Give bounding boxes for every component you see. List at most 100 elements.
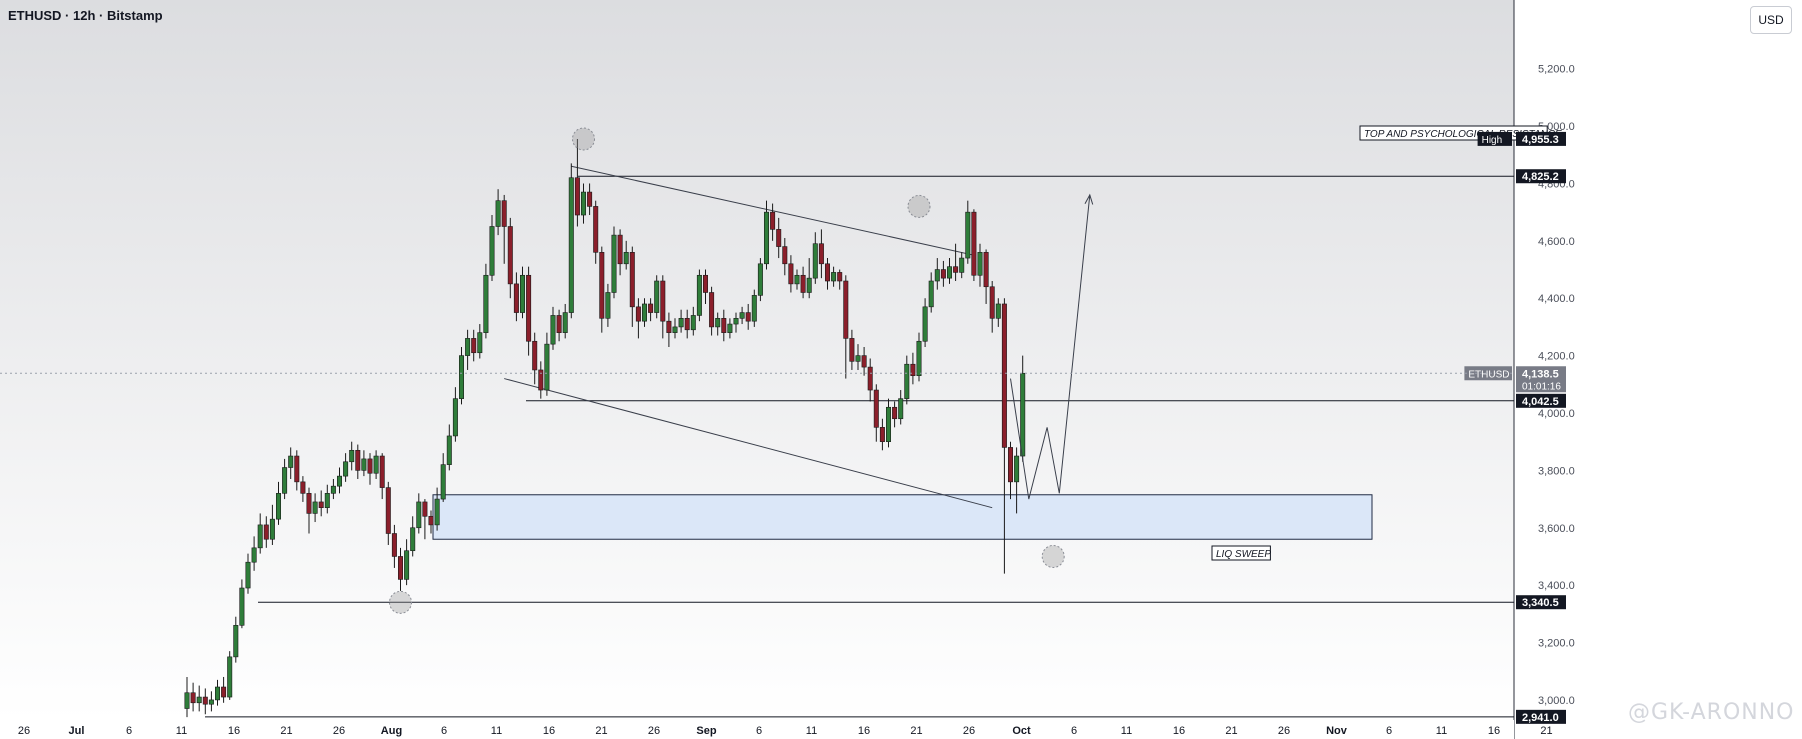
candle-body[interactable] (678, 318, 684, 328)
candle-body[interactable] (318, 501, 324, 508)
candle-body[interactable] (526, 274, 532, 342)
candle-body[interactable] (495, 200, 501, 227)
candle-body[interactable] (702, 274, 708, 293)
candle-body[interactable] (446, 435, 452, 465)
candle-body[interactable] (995, 303, 1001, 319)
candle-body[interactable] (989, 286, 995, 319)
candle-body[interactable] (605, 292, 611, 319)
candle-body[interactable] (971, 211, 977, 276)
candle-body[interactable] (1007, 447, 1013, 483)
candle-body[interactable] (550, 315, 556, 345)
candle-body[interactable] (611, 234, 617, 293)
candle-body[interactable] (245, 561, 251, 589)
candle-body[interactable] (794, 274, 800, 285)
candle-body[interactable] (635, 306, 641, 322)
candle-body[interactable] (471, 338, 477, 354)
candle-body[interactable] (831, 272, 837, 282)
candle-body[interactable] (294, 455, 300, 483)
candle-body[interactable] (416, 501, 422, 529)
candle-body[interactable] (355, 449, 361, 471)
candle-body[interactable] (391, 533, 397, 557)
candle-body[interactable] (776, 229, 782, 247)
candle-body[interactable] (904, 363, 910, 399)
candle-body[interactable] (263, 524, 269, 540)
candle-body[interactable] (184, 692, 190, 709)
candle-body[interactable] (855, 355, 861, 362)
candle-body[interactable] (892, 406, 898, 420)
candle-body[interactable] (208, 699, 214, 705)
candle-body[interactable] (629, 252, 635, 308)
candle-body[interactable] (806, 277, 812, 293)
candle-body[interactable] (861, 355, 867, 368)
candle-body[interactable] (330, 485, 336, 494)
candle-body[interactable] (727, 323, 733, 333)
candle-body[interactable] (385, 487, 391, 534)
candle-body[interactable] (233, 625, 239, 658)
candle-body[interactable] (361, 458, 367, 471)
candle-body[interactable] (1020, 372, 1026, 457)
candle-body[interactable] (885, 406, 891, 442)
candle-body[interactable] (202, 696, 208, 705)
candle-body[interactable] (940, 269, 946, 279)
candle-body[interactable] (336, 475, 342, 487)
candle-body[interactable] (672, 326, 678, 333)
candle-body[interactable] (910, 363, 916, 376)
candle-body[interactable] (648, 303, 654, 313)
candle-body[interactable] (269, 518, 275, 540)
candle-body[interactable] (660, 280, 666, 322)
candle-body[interactable] (507, 226, 513, 285)
candle-body[interactable] (800, 274, 806, 293)
candle-body[interactable] (379, 455, 385, 488)
candle-body[interactable] (428, 515, 434, 526)
candle-body[interactable] (959, 257, 965, 273)
candle-body[interactable] (788, 263, 794, 285)
candle-body[interactable] (397, 556, 403, 580)
candle-body[interactable] (983, 252, 989, 288)
candle-body[interactable] (867, 366, 873, 391)
candle-body[interactable] (934, 269, 940, 282)
candle-body[interactable] (434, 498, 440, 526)
candle-body[interactable] (227, 656, 233, 698)
candle-body[interactable] (617, 234, 623, 265)
candle-body[interactable] (312, 501, 318, 514)
candle-body[interactable] (946, 266, 952, 279)
candle-body[interactable] (574, 177, 580, 216)
candle-body[interactable] (745, 312, 751, 322)
candle-body[interactable] (666, 320, 672, 333)
symbol-title[interactable]: ETHUSD · 12h · Bitstamp (8, 8, 163, 23)
candle-body[interactable] (367, 458, 373, 474)
candle-body[interactable] (532, 340, 538, 371)
candle-body[interactable] (251, 547, 257, 563)
currency-button[interactable]: USD (1750, 6, 1792, 34)
candle-body[interactable] (818, 243, 824, 265)
candle-body[interactable] (812, 243, 818, 279)
candle-body[interactable] (587, 191, 593, 207)
candle-body[interactable] (849, 338, 855, 362)
candle-body[interactable] (922, 306, 928, 342)
candle-body[interactable] (751, 295, 757, 322)
candle-body[interactable] (239, 587, 245, 626)
projection-path[interactable] (1010, 194, 1091, 500)
candle-body[interactable] (544, 343, 550, 391)
channel-trendline[interactable] (504, 378, 993, 509)
candle-body[interactable] (349, 449, 355, 463)
candle-body[interactable] (684, 318, 690, 331)
candle-body[interactable] (873, 389, 879, 428)
candle-body[interactable] (465, 338, 471, 356)
candle-body[interactable] (599, 252, 605, 319)
candle-body[interactable] (837, 272, 843, 282)
candle-body[interactable] (343, 461, 349, 477)
candle-body[interactable] (404, 550, 410, 580)
candle-body[interactable] (275, 493, 281, 520)
candle-body[interactable] (1014, 455, 1020, 483)
candle-body[interactable] (501, 200, 507, 227)
candle-body[interactable] (215, 686, 221, 701)
candle-body[interactable] (288, 455, 294, 468)
candle-body[interactable] (410, 527, 416, 552)
candle-body[interactable] (483, 274, 489, 333)
candle-body[interactable] (489, 226, 495, 276)
candle-body[interactable] (452, 398, 458, 437)
candle-body[interactable] (696, 274, 702, 316)
candle-body[interactable] (824, 263, 830, 282)
